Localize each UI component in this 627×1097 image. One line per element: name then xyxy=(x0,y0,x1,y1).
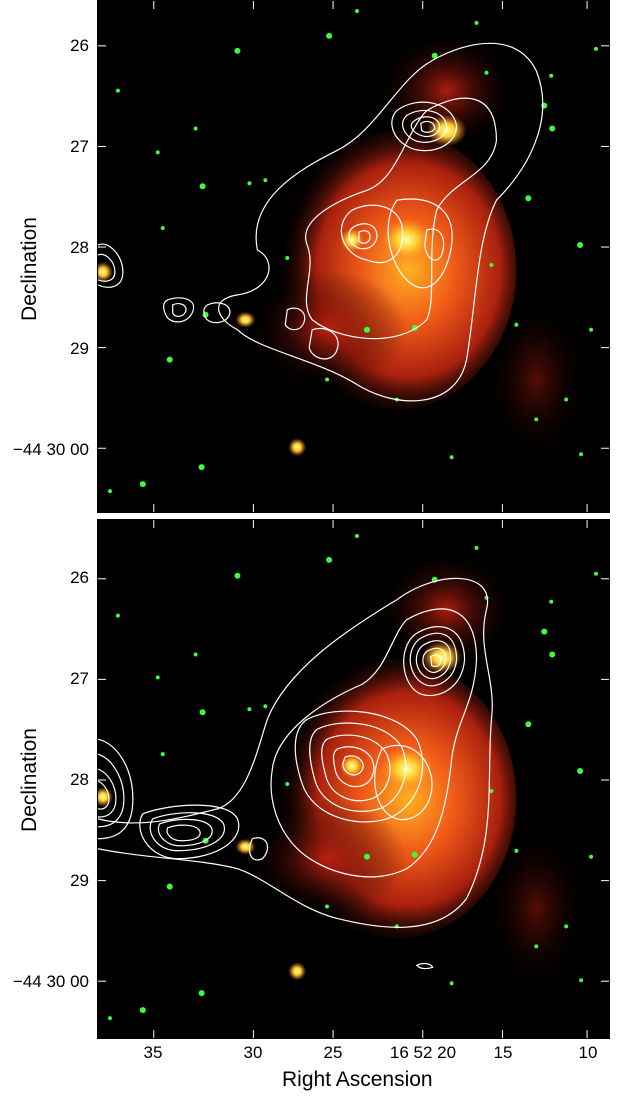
nebula-north xyxy=(376,30,517,151)
top-y-axis-title: Declination xyxy=(18,217,41,321)
bottom-y-axis-title: Declination xyxy=(18,728,41,832)
bottom-y-tick-27: 27 xyxy=(70,669,89,688)
nebula-southwest xyxy=(247,798,407,919)
top-y-tick-28: 28 xyxy=(70,238,89,257)
bright-core xyxy=(380,218,433,262)
south-star xyxy=(288,962,307,981)
x-tick-30: 30 xyxy=(243,1043,263,1062)
top-y-tick-26: 26 xyxy=(70,36,89,55)
nebula-filament xyxy=(486,299,587,460)
x-tick-35: 35 xyxy=(143,1043,163,1062)
x-tick-10: 10 xyxy=(578,1043,598,1062)
south-star xyxy=(288,438,307,457)
top-axes-frame xyxy=(98,1,609,512)
top-y-tick-30-00: −44 30 00 xyxy=(12,440,89,459)
top-image-panel xyxy=(97,0,610,513)
bottom-y-tick-26: 26 xyxy=(70,568,89,587)
bottom-sky-image xyxy=(98,533,599,1021)
x-tick-16-52-20: 16 52 20 xyxy=(389,1043,457,1062)
x-tick-15: 15 xyxy=(493,1043,513,1062)
radio-contours xyxy=(98,577,493,970)
bottom-y-tick-30-00: −44 30 00 xyxy=(12,972,89,991)
north-source xyxy=(426,114,467,147)
bottom-axes-frame xyxy=(98,520,609,1038)
top-sky-image xyxy=(98,8,599,494)
southwest-source xyxy=(235,311,256,328)
x-axis-title: Right Ascension xyxy=(282,1068,433,1091)
bottom-image-panel xyxy=(97,519,610,1039)
bottom-y-tick-28: 28 xyxy=(70,770,89,789)
radio-contours xyxy=(98,42,544,402)
top-y-tick-27: 27 xyxy=(70,137,89,156)
bright-core xyxy=(380,747,433,791)
x-tick-25: 25 xyxy=(323,1043,343,1062)
edge-source xyxy=(98,261,113,282)
nebula-filament xyxy=(486,828,587,989)
bottom-y-tick-29: 29 xyxy=(70,871,89,890)
top-y-tick-29: 29 xyxy=(70,339,89,358)
